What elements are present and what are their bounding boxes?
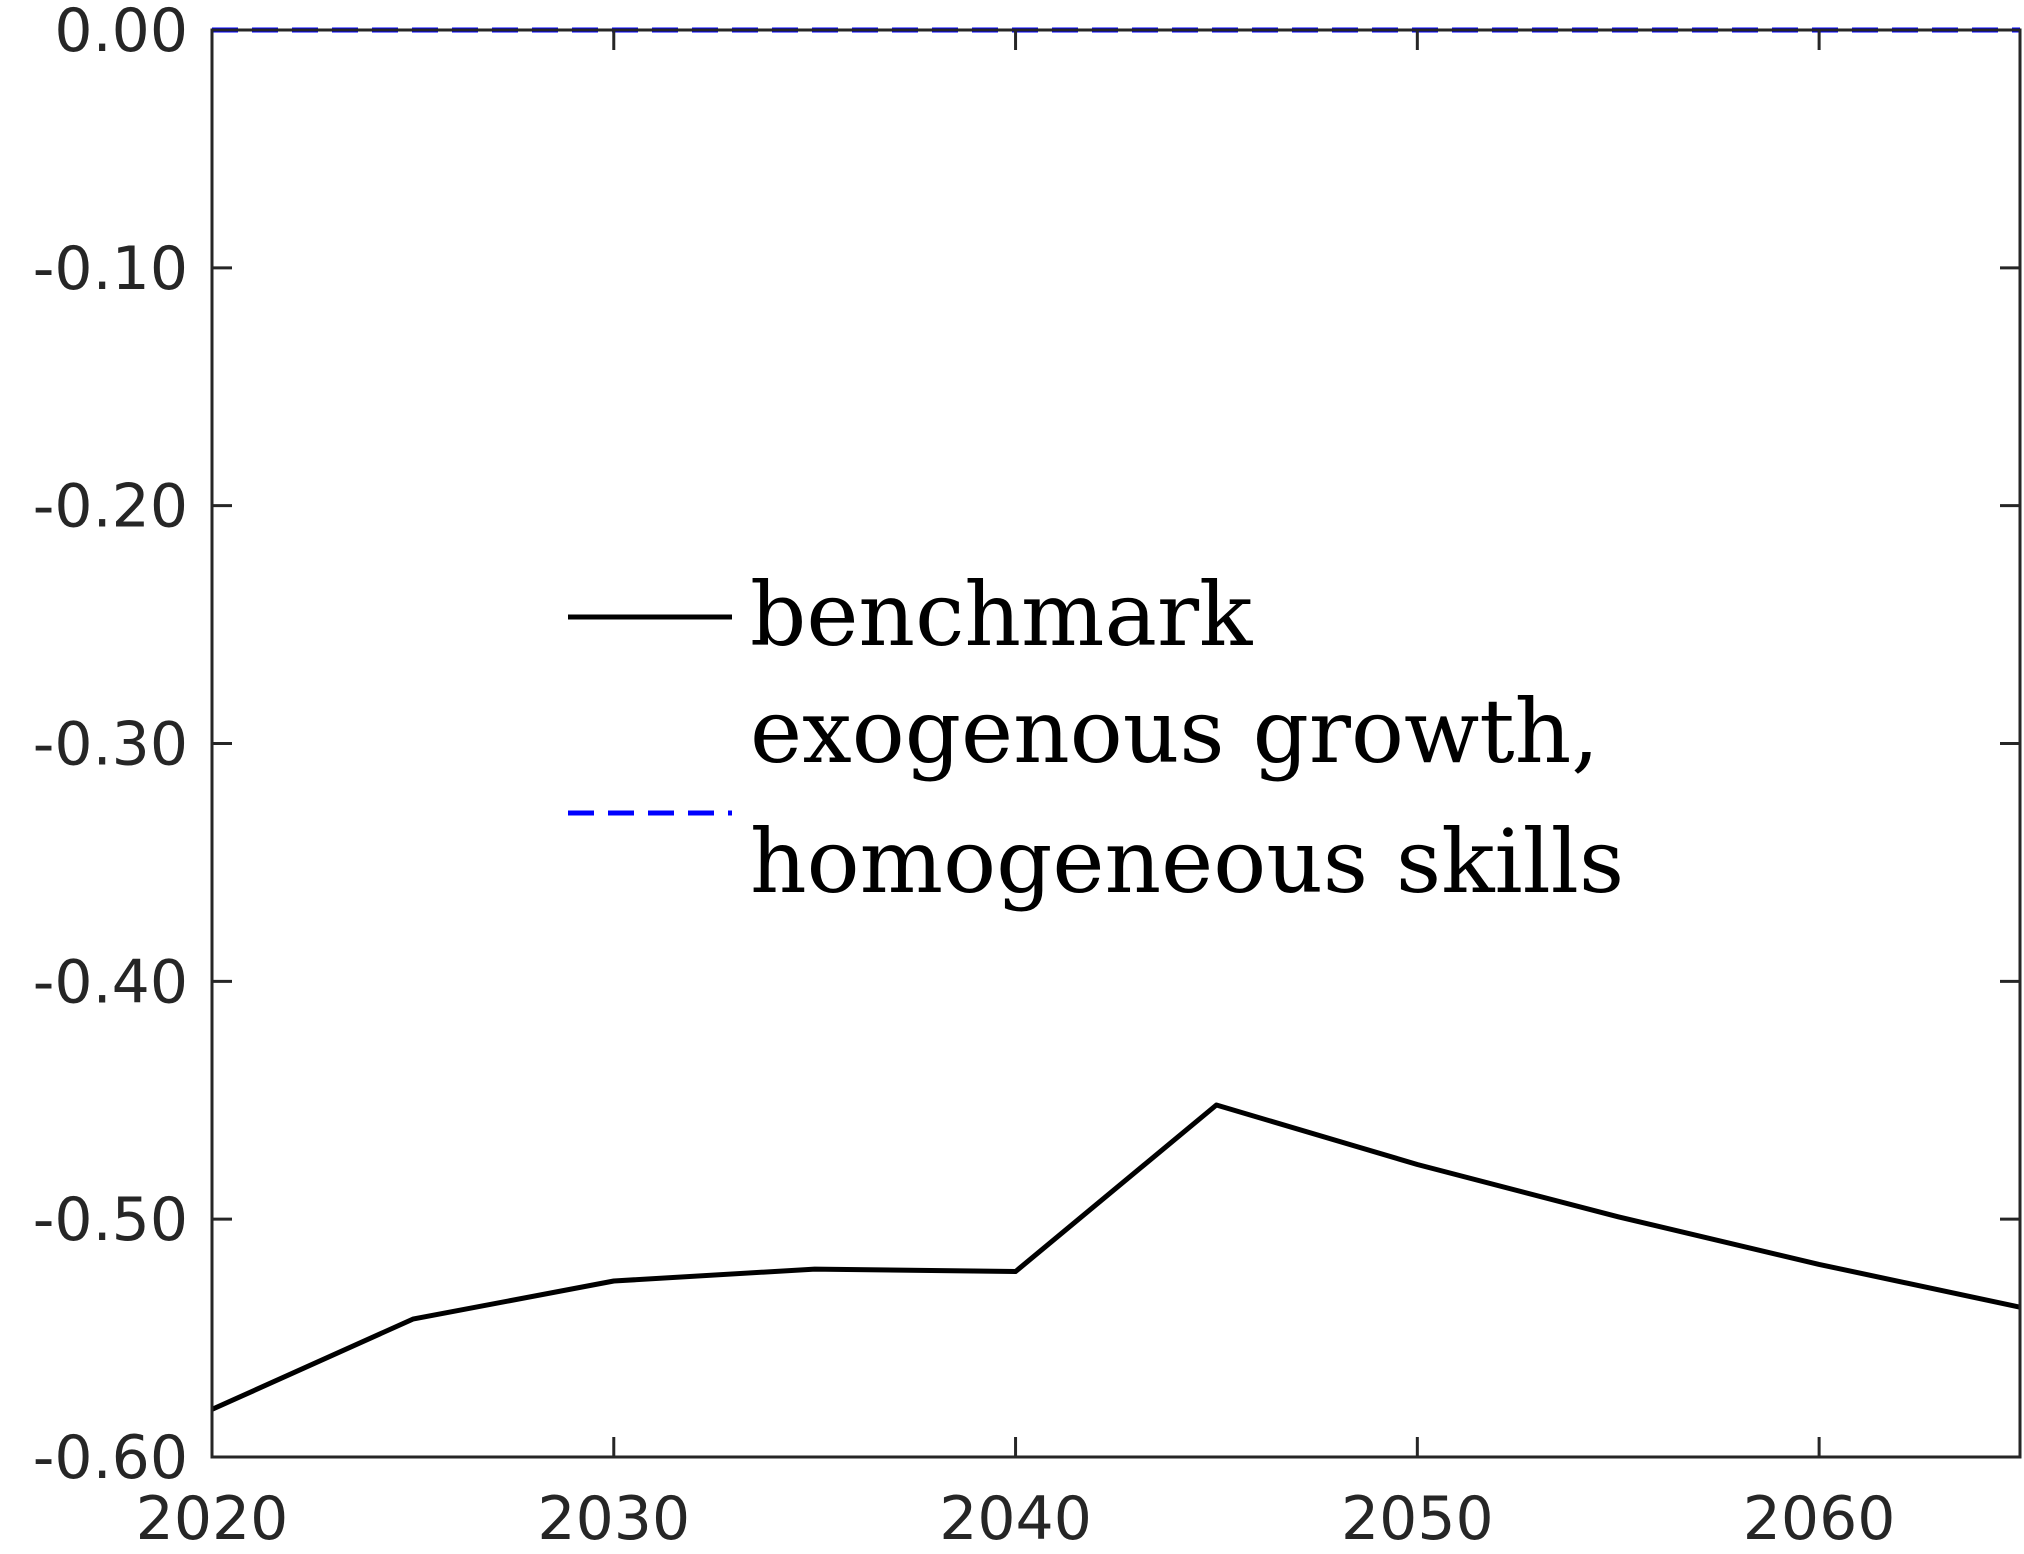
y-tick-label: -0.10	[33, 234, 188, 304]
x-tick-label: 2040	[939, 1484, 1092, 1554]
x-tick-label: 2050	[1341, 1484, 1494, 1554]
y-tick-label: -0.50	[33, 1185, 188, 1255]
y-tick-label: -0.60	[33, 1423, 188, 1493]
legend-label-exogenous-growth-line1: exogenous growth,	[750, 680, 1599, 783]
x-tick-label: 2060	[1743, 1484, 1896, 1554]
y-tick-label: -0.40	[33, 947, 188, 1017]
y-tick-label: -0.30	[33, 710, 188, 780]
legend-label-exogenous-growth-line2: homogeneous skills	[750, 810, 1624, 913]
y-tick-label: 0.00	[54, 0, 188, 66]
legend: benchmark exogenous growth, homogeneous …	[568, 563, 1624, 913]
axis-ticks: 2020 2030 2040 2050 2060 0.00 -0.10 -0.20 -0.30 -…	[33, 0, 2020, 1554]
x-tick-label: 2020	[136, 1484, 289, 1554]
x-tick-label: 2030	[537, 1484, 690, 1554]
legend-label-benchmark: benchmark	[750, 563, 1253, 666]
series-line-0	[210, 1102, 2021, 1412]
y-tick-label: -0.20	[33, 472, 188, 542]
